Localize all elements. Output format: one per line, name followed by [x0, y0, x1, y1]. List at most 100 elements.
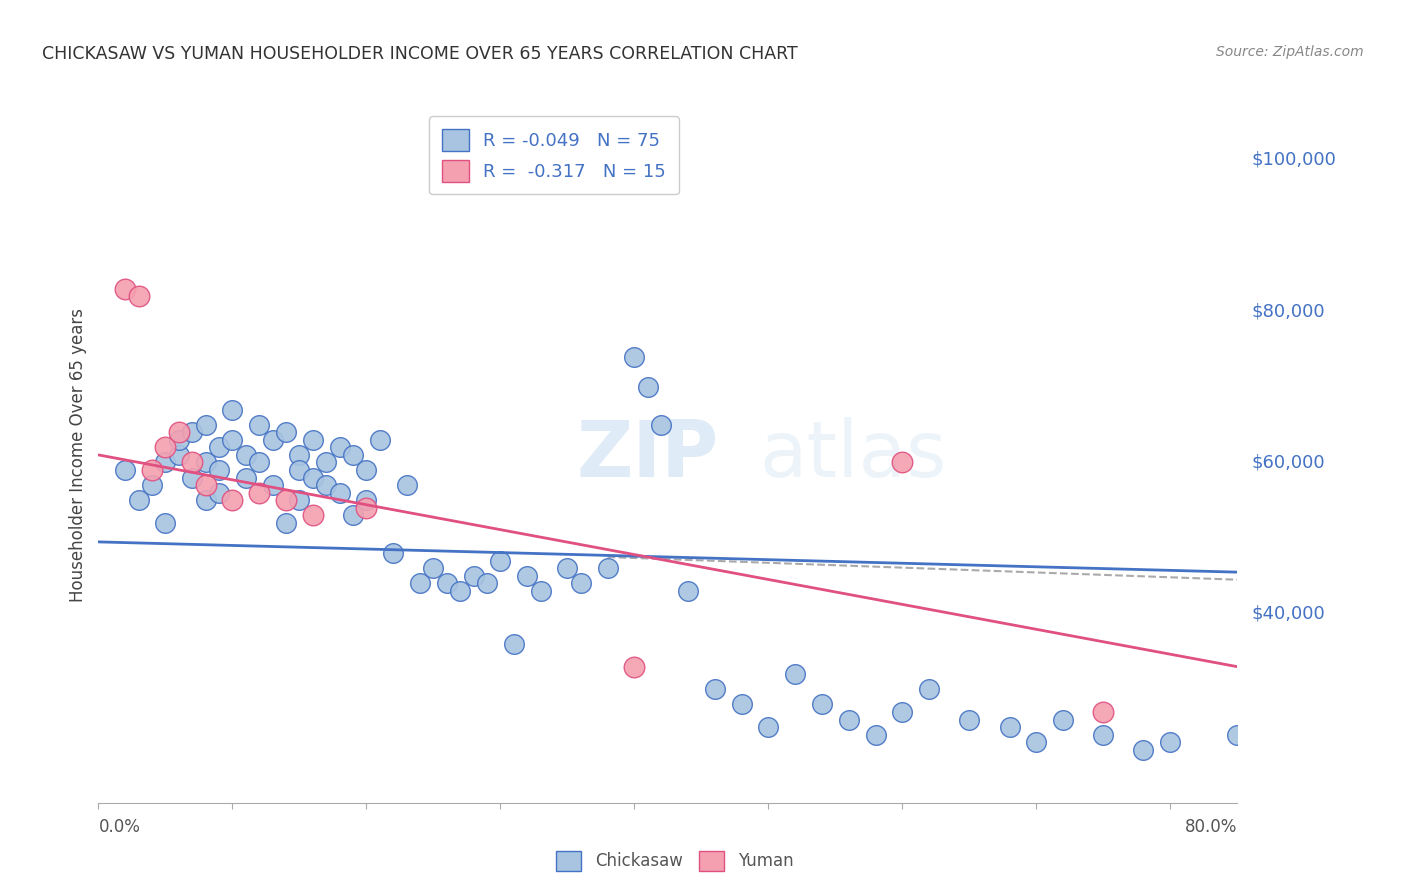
Point — [368, 433, 391, 447]
Text: atlas: atlas — [759, 417, 946, 493]
Point — [502, 637, 524, 651]
Text: Source: ZipAtlas.com: Source: ZipAtlas.com — [1216, 45, 1364, 59]
Point — [569, 576, 592, 591]
Point — [262, 478, 284, 492]
Point — [262, 433, 284, 447]
Point — [247, 417, 270, 432]
Point — [1132, 743, 1154, 757]
Point — [194, 455, 217, 469]
Text: CHICKASAW VS YUMAN HOUSEHOLDER INCOME OVER 65 YEARS CORRELATION CHART: CHICKASAW VS YUMAN HOUSEHOLDER INCOME OV… — [42, 45, 799, 62]
Point — [274, 493, 297, 508]
Point — [315, 455, 337, 469]
Point — [356, 463, 378, 477]
Point — [891, 455, 914, 469]
Point — [409, 576, 432, 591]
Point — [208, 441, 231, 455]
Point — [155, 455, 177, 469]
Point — [181, 455, 204, 469]
Point — [785, 667, 807, 681]
Point — [301, 508, 323, 523]
Point — [489, 554, 512, 568]
Point — [475, 576, 498, 591]
Point — [623, 659, 645, 673]
Point — [596, 561, 619, 575]
Point — [128, 289, 150, 303]
Point — [865, 728, 887, 742]
Point — [329, 485, 352, 500]
Point — [1025, 735, 1047, 749]
Point — [128, 493, 150, 508]
Point — [463, 569, 485, 583]
Point — [221, 402, 243, 417]
Point — [235, 470, 257, 484]
Point — [703, 682, 725, 697]
Point — [208, 485, 231, 500]
Text: $40,000: $40,000 — [1251, 605, 1324, 623]
Point — [301, 470, 323, 484]
Point — [114, 281, 136, 295]
Point — [247, 455, 270, 469]
Point — [676, 584, 699, 599]
Point — [449, 584, 471, 599]
Point — [436, 576, 458, 591]
Point — [114, 463, 136, 477]
Point — [167, 448, 190, 462]
Point — [516, 569, 538, 583]
Point — [247, 485, 270, 500]
Point — [155, 441, 177, 455]
Point — [274, 425, 297, 440]
Point — [167, 425, 190, 440]
Point — [329, 441, 352, 455]
Point — [274, 516, 297, 530]
Text: $100,000: $100,000 — [1251, 151, 1336, 169]
Point — [838, 713, 860, 727]
Legend: R = -0.049   N = 75, R =  -0.317   N = 15: R = -0.049 N = 75, R = -0.317 N = 15 — [429, 116, 679, 194]
Point — [141, 463, 163, 477]
Point — [998, 720, 1021, 734]
Point — [1226, 728, 1249, 742]
Point — [637, 380, 659, 394]
Point — [141, 478, 163, 492]
Point — [891, 705, 914, 719]
Point — [756, 720, 779, 734]
Legend: Chickasaw, Yuman: Chickasaw, Yuman — [548, 842, 801, 880]
Point — [1159, 735, 1181, 749]
Y-axis label: Householder Income Over 65 years: Householder Income Over 65 years — [69, 308, 87, 602]
Text: ZIP: ZIP — [576, 417, 718, 493]
Point — [194, 478, 217, 492]
Point — [382, 546, 405, 560]
Point — [342, 508, 364, 523]
Point — [342, 448, 364, 462]
Point — [957, 713, 980, 727]
Point — [208, 463, 231, 477]
Point — [181, 470, 204, 484]
Point — [288, 493, 311, 508]
Text: 80.0%: 80.0% — [1185, 818, 1237, 836]
Point — [422, 561, 444, 575]
Point — [356, 493, 378, 508]
Point — [235, 448, 257, 462]
Point — [356, 500, 378, 515]
Point — [623, 350, 645, 364]
Point — [315, 478, 337, 492]
Point — [221, 433, 243, 447]
Text: 0.0%: 0.0% — [98, 818, 141, 836]
Point — [529, 584, 551, 599]
Point — [301, 433, 323, 447]
Point — [221, 493, 243, 508]
Point — [1092, 728, 1115, 742]
Point — [1092, 705, 1115, 719]
Point — [194, 493, 217, 508]
Point — [1052, 713, 1074, 727]
Point — [395, 478, 418, 492]
Point — [288, 463, 311, 477]
Point — [194, 417, 217, 432]
Point — [918, 682, 941, 697]
Point — [557, 561, 579, 575]
Text: $80,000: $80,000 — [1251, 302, 1324, 320]
Point — [167, 433, 190, 447]
Point — [155, 516, 177, 530]
Point — [181, 425, 204, 440]
Text: $60,000: $60,000 — [1251, 453, 1324, 472]
Point — [811, 698, 834, 712]
